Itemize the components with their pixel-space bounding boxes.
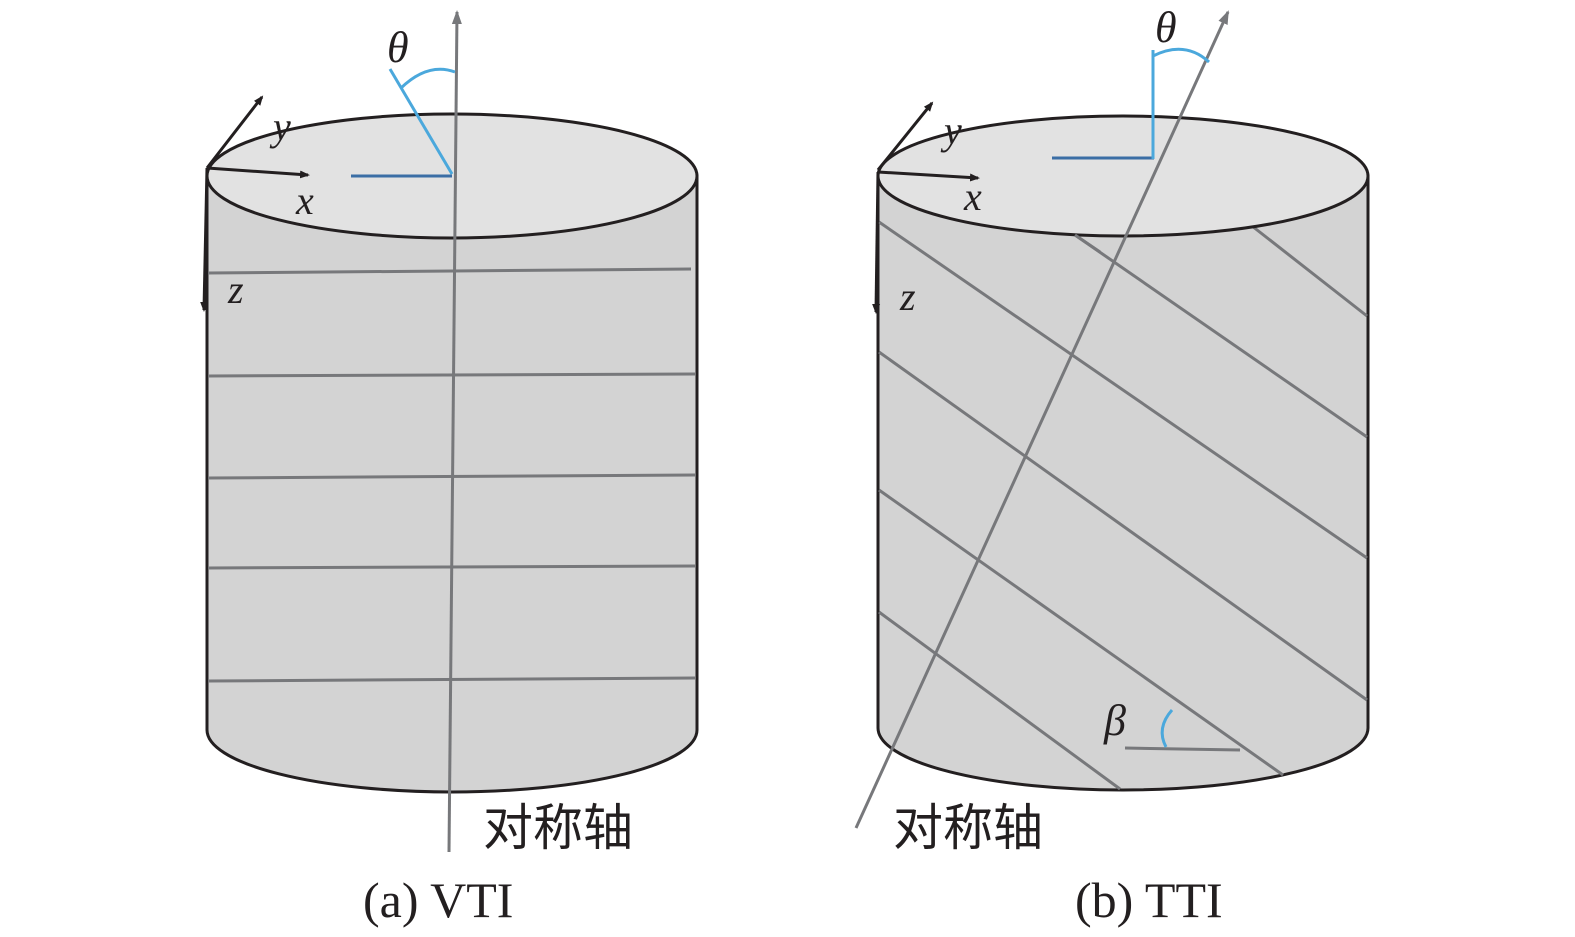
bedding-line-top xyxy=(1074,233,1101,254)
z-axis-arrow xyxy=(872,171,881,314)
bedding-lines xyxy=(878,220,1368,791)
z-label: z xyxy=(227,267,244,312)
x-label: x xyxy=(295,178,314,223)
theta-label: θ xyxy=(387,23,409,72)
x-axis-arrow xyxy=(206,166,310,179)
panel-vti: θ y x z 对称轴 (a) VTI xyxy=(200,10,699,928)
z-label: z xyxy=(899,274,916,319)
panel-tti: θ y x z β 对称轴 (b) TTI xyxy=(854,3,1370,928)
symmetry-axis xyxy=(854,10,1230,829)
x-label: x xyxy=(963,174,982,219)
y-axis-arrow xyxy=(876,101,934,171)
y-label: y xyxy=(269,104,291,149)
beta-reference-line xyxy=(1124,746,1241,752)
symmetry-axis xyxy=(447,10,462,853)
y-axis-arrow xyxy=(205,95,264,169)
caption-a: (a) VTI xyxy=(363,872,513,928)
cylinder-body xyxy=(876,174,1370,792)
symmetry-axis-label: 对称轴 xyxy=(483,800,633,856)
caption-b: (b) TTI xyxy=(1075,872,1223,928)
theta-arc xyxy=(399,67,456,90)
y-label: y xyxy=(940,108,962,153)
angle-ray xyxy=(388,68,454,175)
theta-arc xyxy=(1152,47,1211,64)
z-axis-arrow xyxy=(200,167,209,312)
beta-arc xyxy=(1160,709,1174,748)
symmetry-axis-label: 对称轴 xyxy=(893,800,1043,856)
theta-label: θ xyxy=(1155,3,1177,52)
beta-label: β xyxy=(1103,696,1126,745)
x-axis-arrow xyxy=(877,170,980,182)
